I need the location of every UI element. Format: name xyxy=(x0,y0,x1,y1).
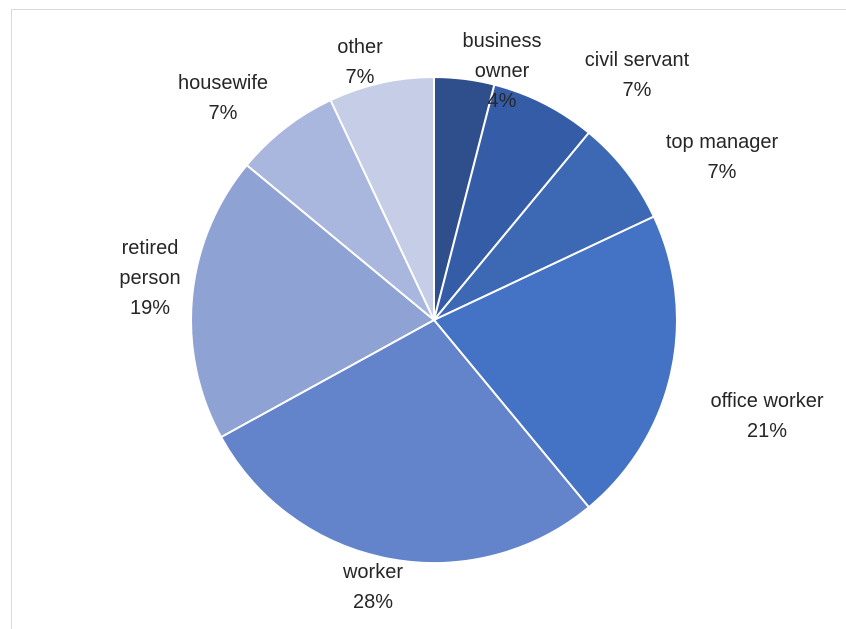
slice-percent: 21% xyxy=(747,420,787,442)
slice-name-line: office worker xyxy=(710,390,823,412)
slice-label-office-worker: office worker 21% xyxy=(710,390,823,442)
slice-label-other: other 7% xyxy=(337,36,383,88)
slice-name-line: housewife xyxy=(178,72,268,94)
slice-name-line: civil servant xyxy=(585,49,690,71)
slice-name-line: top manager xyxy=(666,131,779,153)
slice-label-housewife: housewife 7% xyxy=(178,72,268,124)
pie-slice-retired-person xyxy=(190,163,436,439)
slice-percent: 4% xyxy=(488,90,517,112)
pie-slices xyxy=(190,75,678,564)
slice-percent: 28% xyxy=(353,591,393,613)
slice-label-civil-servant: civil servant 7% xyxy=(585,49,690,101)
slice-percent: 7% xyxy=(209,102,238,124)
slice-label-business-owner: business owner 4% xyxy=(463,30,542,112)
slice-name-line: other xyxy=(337,36,383,58)
slice-label-retired-person: retired person 19% xyxy=(119,237,180,319)
chart-frame xyxy=(11,9,846,629)
slice-percent: 7% xyxy=(623,79,652,101)
slice-percent: 7% xyxy=(708,161,737,183)
slice-name-line: owner xyxy=(475,60,530,82)
slice-name-line: retired xyxy=(122,237,179,259)
pie-slice-housewife xyxy=(245,98,435,321)
slice-percent: 7% xyxy=(346,66,375,88)
pie-slice-worker xyxy=(219,318,591,564)
slice-name-line: worker xyxy=(342,561,403,583)
pie-slice-office-worker xyxy=(432,215,678,509)
slice-name-line: person xyxy=(119,267,180,289)
slice-percent: 19% xyxy=(130,297,170,319)
pie-slice-other xyxy=(329,75,435,321)
pie-slice-civil-servant xyxy=(433,83,591,321)
slice-labels: business owner 4%civil servant 7%top manage… xyxy=(119,30,823,613)
slice-label-top-manager: top manager 7% xyxy=(666,131,779,183)
pie-slice-top-manager xyxy=(433,131,656,321)
slice-label-worker: worker 28% xyxy=(342,561,403,613)
slice-name-line: business xyxy=(463,30,542,52)
